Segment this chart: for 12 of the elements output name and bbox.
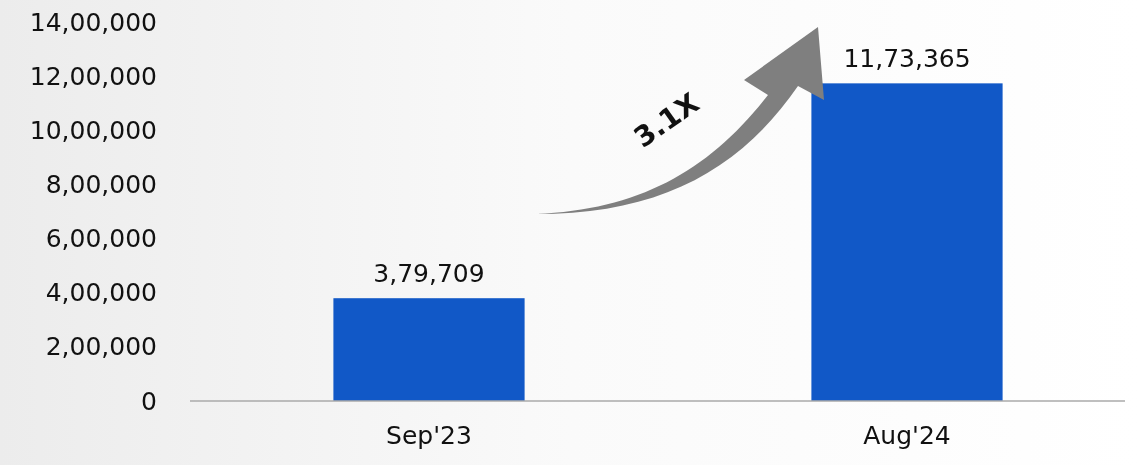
y-tick-label: 6,00,000 — [45, 224, 157, 254]
y-tick-label: 0 — [141, 386, 157, 416]
y-tick-label: 8,00,000 — [45, 169, 157, 199]
data-label: 3,79,709 — [373, 259, 485, 289]
y-tick-label: 4,00,000 — [45, 278, 157, 308]
y-tick-label: 14,00,000 — [29, 7, 157, 37]
data-label: 11,73,365 — [843, 44, 971, 74]
y-tick-label: 2,00,000 — [45, 332, 157, 362]
x-tick-label: Sep'23 — [386, 421, 472, 450]
x-tick-label: Aug'24 — [863, 421, 951, 450]
y-tick-label: 10,00,000 — [29, 115, 157, 145]
y-tick-label: 12,00,000 — [29, 61, 157, 91]
